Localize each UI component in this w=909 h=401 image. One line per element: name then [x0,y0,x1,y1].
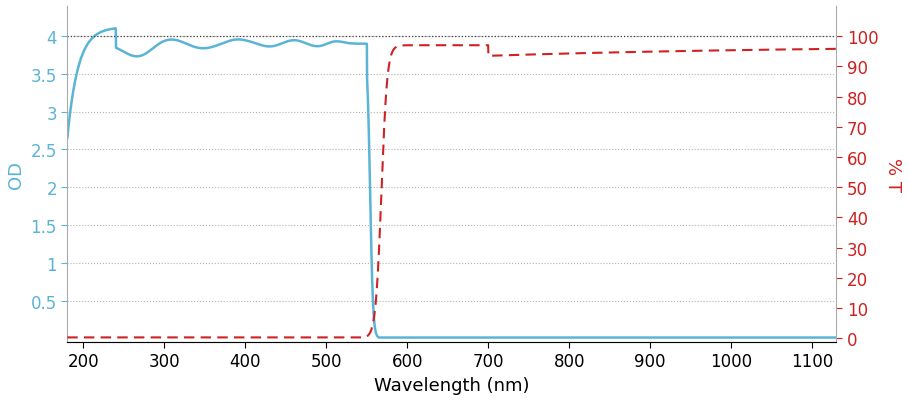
Y-axis label: OD: OD [7,161,25,188]
Y-axis label: % T: % T [884,158,902,192]
X-axis label: Wavelength (nm): Wavelength (nm) [375,376,530,394]
